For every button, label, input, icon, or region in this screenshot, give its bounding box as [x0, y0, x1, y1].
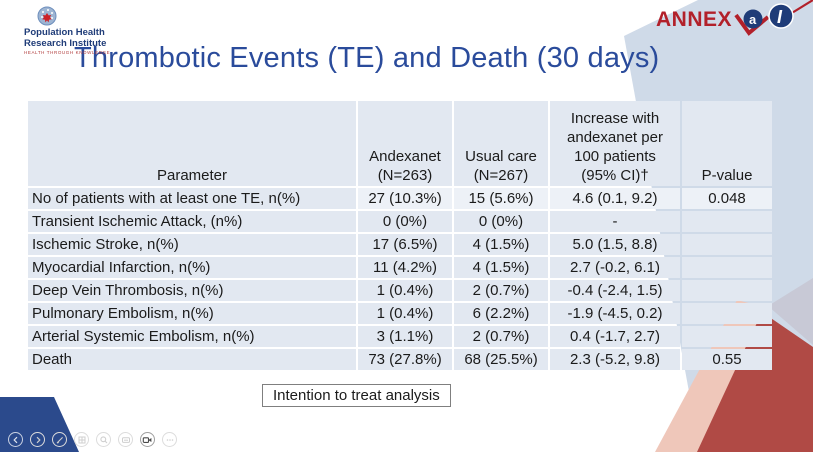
col-header-usual-care: Usual care (N=267) — [454, 101, 548, 186]
cell-andexanet: 73 (27.8%) — [358, 349, 452, 370]
row-label: Myocardial Infarction, n(%) — [28, 257, 356, 278]
footnote-box: Intention to treat analysis — [262, 384, 451, 407]
table-row: Myocardial Infarction, n(%) 11 (4.2%) 4 … — [28, 257, 772, 278]
cell-increase: 5.0 (1.5, 8.8) — [550, 234, 680, 255]
phri-name-line1: Population Health — [24, 27, 105, 38]
phri-logo: Population Health Research Institute HEA… — [24, 5, 154, 55]
cell-andexanet: 1 (0.4%) — [358, 303, 452, 324]
phri-tagline: HEALTH THROUGH KNOWLEDGE — [24, 50, 111, 55]
col-header-parameter: Parameter — [28, 101, 356, 186]
captions-icon — [121, 436, 130, 443]
cell-usual-care: 6 (2.2%) — [454, 303, 548, 324]
table-row: Ischemic Stroke, n(%) 17 (6.5%) 4 (1.5%)… — [28, 234, 772, 255]
cell-p-value: 0.048 — [682, 188, 772, 209]
col-header-increase: Increase with andexanet per 100 patients… — [550, 101, 680, 186]
cell-p-value — [682, 211, 772, 232]
row-label: Deep Vein Thrombosis, n(%) — [28, 280, 356, 301]
ribbon-dark-red — [697, 312, 813, 452]
cell-increase: 0.4 (-1.7, 2.7) — [550, 326, 680, 347]
cell-p-value — [682, 326, 772, 347]
cell-andexanet: 27 (10.3%) — [358, 188, 452, 209]
cell-usual-care: 68 (25.5%) — [454, 349, 548, 370]
previous-slide-button[interactable] — [8, 432, 23, 447]
chevron-left-icon — [12, 436, 17, 443]
col-header-p-value: P-value — [682, 101, 772, 186]
cell-p-value — [682, 280, 772, 301]
cell-increase: 2.3 (-5.2, 9.8) — [550, 349, 680, 370]
cell-andexanet: 0 (0%) — [358, 211, 452, 232]
table-header-row: Parameter Andexanet (N=263) Usual care (… — [28, 101, 772, 186]
cell-p-value: 0.55 — [682, 349, 772, 370]
cell-andexanet: 17 (6.5%) — [358, 234, 452, 255]
annexa-i-logo: ANNEX a I — [656, 0, 813, 36]
zoom-button[interactable] — [96, 432, 111, 447]
annexa-a-circle — [743, 9, 763, 29]
maple-leaf-icon — [42, 13, 52, 23]
camera-icon — [142, 436, 152, 443]
more-options-button[interactable] — [162, 432, 177, 447]
cell-usual-care: 15 (5.6%) — [454, 188, 548, 209]
annexa-a-letter: a — [749, 12, 757, 27]
cell-usual-care: 2 (0.7%) — [454, 280, 548, 301]
cell-increase: -0.4 (-2.4, 1.5) — [550, 280, 680, 301]
see-all-slides-button[interactable] — [74, 432, 89, 447]
thrombotic-events-table: Parameter Andexanet (N=263) Usual care (… — [26, 99, 774, 372]
chevron-right-icon — [36, 436, 41, 443]
slides-grid-icon — [78, 436, 85, 443]
annexa-i-circle — [768, 3, 794, 29]
cell-increase: - — [550, 211, 680, 232]
cell-increase: 2.7 (-0.2, 6.1) — [550, 257, 680, 278]
row-label: Pulmonary Embolism, n(%) — [28, 303, 356, 324]
cell-increase: 4.6 (0.1, 9.2) — [550, 188, 680, 209]
cell-usual-care: 4 (1.5%) — [454, 257, 548, 278]
row-label: Ischemic Stroke, n(%) — [28, 234, 356, 255]
pen-button[interactable] — [52, 432, 67, 447]
annexa-i-letter: I — [777, 7, 783, 27]
magnifier-icon — [99, 435, 107, 443]
cell-p-value — [682, 303, 772, 324]
col-header-andexanet: Andexanet (N=263) — [358, 101, 452, 186]
results-table-wrapper: Parameter Andexanet (N=263) Usual care (… — [26, 99, 774, 372]
row-label: Arterial Systemic Embolism, n(%) — [28, 326, 356, 347]
table-row: Death 73 (27.8%) 68 (25.5%) 2.3 (-5.2, 9… — [28, 349, 772, 370]
next-slide-button[interactable] — [30, 432, 45, 447]
phri-globe-icon — [37, 6, 57, 26]
slide-title: Thrombotic Events (TE) and Death (30 day… — [74, 42, 660, 74]
cell-andexanet: 3 (1.1%) — [358, 326, 452, 347]
pen-icon — [56, 436, 63, 444]
cell-p-value — [682, 234, 772, 255]
table-row: Transient Ischemic Attack, (n%) 0 (0%) 0… — [28, 211, 772, 232]
cell-p-value — [682, 257, 772, 278]
table-row: Pulmonary Embolism, n(%) 1 (0.4%) 6 (2.2… — [28, 303, 772, 324]
table-row: Arterial Systemic Embolism, n(%) 3 (1.1%… — [28, 326, 772, 347]
phri-name-line2: Research Institute — [24, 37, 107, 49]
cell-usual-care: 4 (1.5%) — [454, 234, 548, 255]
ribbon-gray — [768, 278, 813, 345]
row-label: Death — [28, 349, 356, 370]
cell-usual-care: 0 (0%) — [454, 211, 548, 232]
cell-andexanet: 1 (0.4%) — [358, 280, 452, 301]
ellipsis-icon — [166, 438, 173, 441]
camera-button[interactable] — [140, 432, 155, 447]
table-row: Deep Vein Thrombosis, n(%) 1 (0.4%) 2 (0… — [28, 280, 772, 301]
row-label: No of patients with at least one TE, n(%… — [28, 188, 356, 209]
row-label: Transient Ischemic Attack, (n%) — [28, 211, 356, 232]
cell-usual-care: 2 (0.7%) — [454, 326, 548, 347]
annexa-text: ANNEX — [656, 8, 732, 31]
cell-andexanet: 11 (4.2%) — [358, 257, 452, 278]
cell-increase: -1.9 (-4.5, 0.2) — [550, 303, 680, 324]
table-row: No of patients with at least one TE, n(%… — [28, 188, 772, 209]
captions-button[interactable] — [118, 432, 133, 447]
presenter-toolbar — [8, 432, 177, 447]
